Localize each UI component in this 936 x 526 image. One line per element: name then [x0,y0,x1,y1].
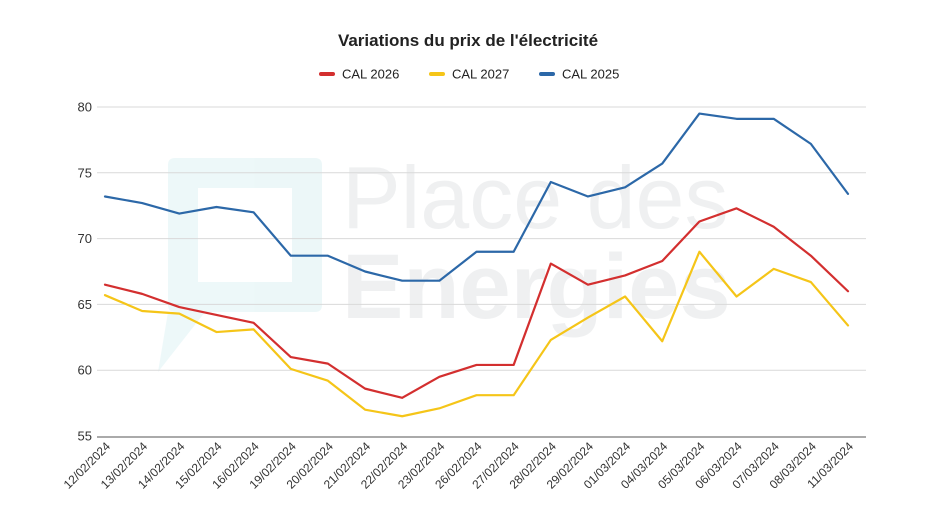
y-tick-label: 70 [78,231,92,246]
series-group [103,112,850,418]
y-tick-label: 55 [78,429,92,444]
legend-label: CAL 2025 [562,67,619,82]
y-tick-label: 60 [78,363,92,378]
legend-item-cal-2025: CAL 2025 [539,67,619,82]
series-line-cal-2026 [103,207,850,399]
y-tick-label: 65 [78,297,92,312]
series-line-cal-2025 [103,112,850,282]
legend-label: CAL 2026 [342,67,399,82]
legend-swatch [319,72,335,76]
y-tick-label: 75 [78,165,92,180]
legend-label: CAL 2027 [452,67,509,82]
place-des-energies-logo-icon [158,158,322,372]
watermark-logo: Place des Energies [158,148,731,372]
legend: CAL 2026 CAL 2027 CAL 2025 [319,67,619,82]
y-tick-label: 80 [78,100,92,115]
legend-swatch [539,72,555,76]
x-axis-ticks: 12/02/202413/02/202414/02/202415/02/2024… [61,439,857,492]
chart-title: Variations du prix de l'électricité [338,31,598,50]
watermark-line1: Place des [342,148,728,247]
watermark-line2: Energies [342,236,731,338]
legend-swatch [429,72,445,76]
series-line-cal-2027 [103,250,850,418]
legend-item-cal-2027: CAL 2027 [429,67,509,82]
legend-item-cal-2026: CAL 2026 [319,67,399,82]
gridlines [97,106,866,371]
y-axis-ticks: 55 60 65 70 75 80 [78,100,92,444]
